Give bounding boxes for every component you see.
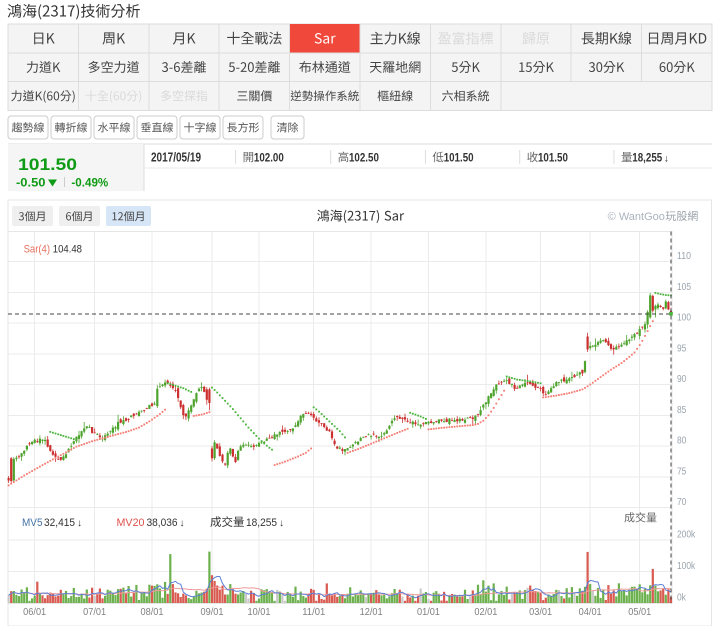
svg-text:75: 75	[677, 466, 687, 477]
svg-text:101.50: 101.50	[538, 152, 568, 164]
svg-text:32,415: 32,415	[44, 517, 75, 529]
svg-text:02/01: 02/01	[474, 606, 497, 618]
svg-text:06/01: 06/01	[23, 606, 46, 618]
svg-text:10/01: 10/01	[247, 606, 270, 618]
svg-text:70: 70	[677, 497, 687, 508]
svg-text:101.50: 101.50	[444, 152, 474, 164]
svg-text:03/01: 03/01	[529, 606, 552, 618]
svg-text:80: 80	[677, 436, 687, 447]
svg-text:90: 90	[677, 374, 687, 385]
svg-text:12/01: 12/01	[360, 606, 383, 618]
svg-text:↓: ↓	[77, 518, 82, 529]
svg-text:-0.49%: -0.49%	[71, 176, 108, 190]
svg-text:95: 95	[677, 343, 687, 354]
svg-text:-0.50: -0.50	[16, 176, 46, 190]
svg-text:Sar(4): Sar(4)	[24, 244, 50, 256]
svg-text:01/01: 01/01	[417, 606, 440, 618]
svg-text:101.50: 101.50	[18, 155, 77, 174]
svg-text:↓: ↓	[664, 153, 669, 164]
svg-text:↓: ↓	[279, 518, 284, 529]
svg-text:18,255: 18,255	[632, 152, 662, 164]
svg-text:100: 100	[677, 313, 691, 324]
svg-text:09/01: 09/01	[201, 606, 224, 618]
svg-text:11/01: 11/01	[302, 606, 325, 618]
svg-text:07/01: 07/01	[83, 606, 106, 618]
svg-text:110: 110	[677, 251, 691, 262]
svg-text:MV5: MV5	[22, 517, 43, 529]
svg-text:08/01: 08/01	[141, 606, 164, 618]
svg-text:200k: 200k	[677, 530, 696, 541]
svg-text:MV20: MV20	[117, 517, 145, 529]
svg-text:0k: 0k	[677, 593, 687, 604]
svg-text:100k: 100k	[677, 561, 696, 572]
svg-text:© WantGoo: © WantGoo	[608, 211, 665, 223]
svg-text:102.00: 102.00	[254, 152, 284, 164]
svg-text:38,036: 38,036	[147, 517, 178, 529]
svg-text:85: 85	[677, 405, 687, 416]
svg-text:105: 105	[677, 282, 691, 293]
svg-text:↓: ↓	[180, 518, 185, 529]
svg-text:102.50: 102.50	[349, 152, 379, 164]
svg-text:2017/05/19: 2017/05/19	[151, 151, 201, 165]
svg-text:04/01: 04/01	[579, 606, 602, 618]
svg-text:104.48: 104.48	[53, 244, 82, 256]
svg-text:18,255: 18,255	[246, 517, 277, 529]
svg-text:05/01: 05/01	[628, 606, 651, 618]
